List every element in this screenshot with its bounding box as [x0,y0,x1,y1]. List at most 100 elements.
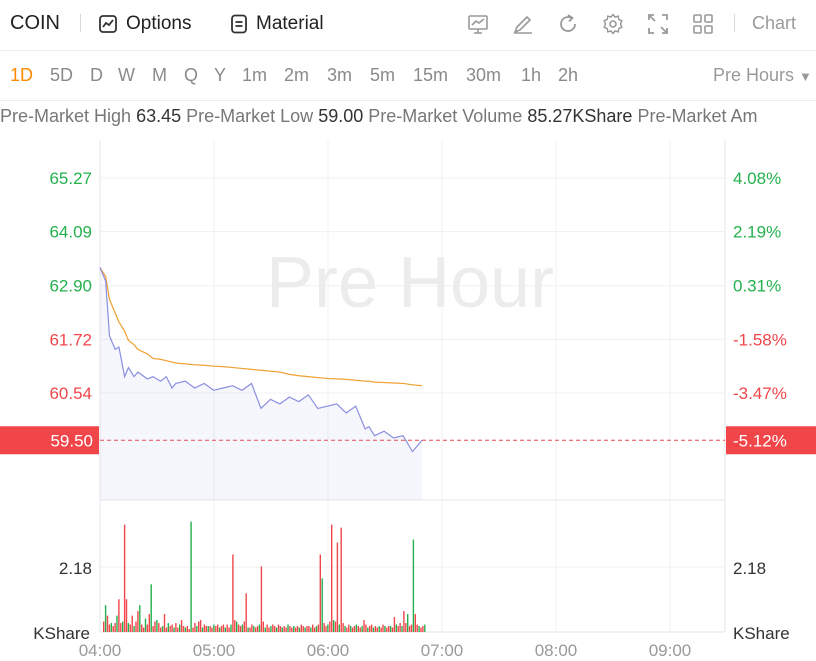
volume-bar [321,578,323,632]
volume-bar [243,621,245,632]
volume-bar [407,614,409,632]
volume-bar [152,626,154,632]
volume-bar [220,626,223,632]
volume-bar [251,624,253,632]
volume-bar [199,620,202,632]
volume-bar [378,626,380,632]
volume-bar [171,624,173,632]
premarket-low-value: 59.00 [318,106,364,126]
volume-bar [346,627,348,632]
session-dropdown[interactable]: Pre Hours ▼ [713,65,812,86]
volume-bar [351,627,354,632]
volume-bar [304,627,306,632]
premarket-high-label: Pre-Market High [0,106,132,126]
volume-bar [120,623,122,632]
dropdown-caret-icon: ▼ [799,69,812,84]
chart-grid [99,140,726,633]
volume-bar [165,627,168,632]
volume-bar [408,626,411,632]
options-button[interactable]: Options [98,11,191,37]
chart-type-label: Chart [752,13,797,33]
volume-bar [325,626,327,632]
period-q[interactable]: Q [184,65,199,85]
volume-bar [127,623,130,632]
time-axis-label: 07:00 [421,641,464,660]
period-1h[interactable]: 1h [521,65,542,85]
toolbar-divider [80,14,81,32]
volume-bar [319,554,321,632]
volume-bar [222,624,225,632]
volume-bar [266,624,268,632]
period-30m[interactable]: 30m [466,65,502,85]
volume-bar [139,605,141,632]
volume-bar [150,584,152,632]
period-1d[interactable]: 1D [10,65,34,85]
volume-bar [262,621,264,632]
volume-bar [104,605,107,632]
volume-bar [291,627,293,632]
volume-bar [395,624,397,632]
volume-bar [103,621,105,632]
volume-bar [237,624,240,632]
period-y[interactable]: Y [214,65,227,85]
reset-icon[interactable] [556,12,580,36]
volume-bar [289,626,291,632]
toolbar-divider [734,14,735,32]
settings-icon[interactable] [601,12,625,36]
volume-bar [298,627,301,632]
period-3m[interactable]: 3m [327,65,353,85]
options-label: Options [126,13,192,34]
volume-bar [156,620,158,632]
premarket-amount-label: Pre-Market Am [637,106,758,126]
volume-bar [106,615,109,632]
volume-bar [296,626,299,632]
volume-bar [144,618,147,632]
percent-axis-label: -1.58% [733,330,787,349]
layout-grid-icon[interactable] [691,12,715,36]
volume-bar [279,626,282,632]
chart-type-dropdown[interactable]: Chart [752,13,796,34]
volume-bar [239,626,242,632]
volume-bar [336,542,339,632]
period-m[interactable]: M [152,65,167,85]
volume-bar [260,566,263,632]
top-toolbar: COIN Options Material [0,0,816,51]
volume-bar [148,614,150,632]
period-2h[interactable]: 2h [558,65,579,85]
draw-icon[interactable] [511,12,535,36]
volume-bar [350,626,352,632]
volume-bar [420,627,422,632]
period-2m[interactable]: 2m [284,65,310,85]
period-w[interactable]: W [118,65,135,85]
period-1m[interactable]: 1m [242,65,268,85]
indicator-icon[interactable] [466,12,490,36]
volume-bar [116,615,118,632]
period-d[interactable]: D [90,65,103,85]
volume-bar [283,626,285,632]
period-5d[interactable]: 5D [50,65,74,85]
volume-bar [249,627,251,632]
volume-bar [315,626,318,632]
options-icon [99,15,117,33]
volume-bar [317,624,320,632]
fullscreen-icon[interactable] [646,12,670,36]
premarket-high-value: 63.45 [136,106,182,126]
volume-bar [306,626,308,632]
volume-bar [327,624,329,632]
volume-bar [312,624,314,632]
material-button[interactable]: Material [230,11,324,37]
volume-bar [226,624,228,632]
volume-bar [353,626,356,632]
volume-bar [131,615,133,632]
volume-bar [158,623,160,632]
volume-unit-label-right: KShare [733,624,790,643]
volume-bar [344,626,346,632]
period-15m[interactable]: 15m [413,65,449,85]
price-axis-label: 60.54 [49,384,92,403]
volume-bar [182,626,185,632]
volume-bar [388,626,390,632]
period-5m[interactable]: 5m [370,65,396,85]
volume-bar [118,599,120,632]
time-axis-label: 04:00 [79,641,122,660]
